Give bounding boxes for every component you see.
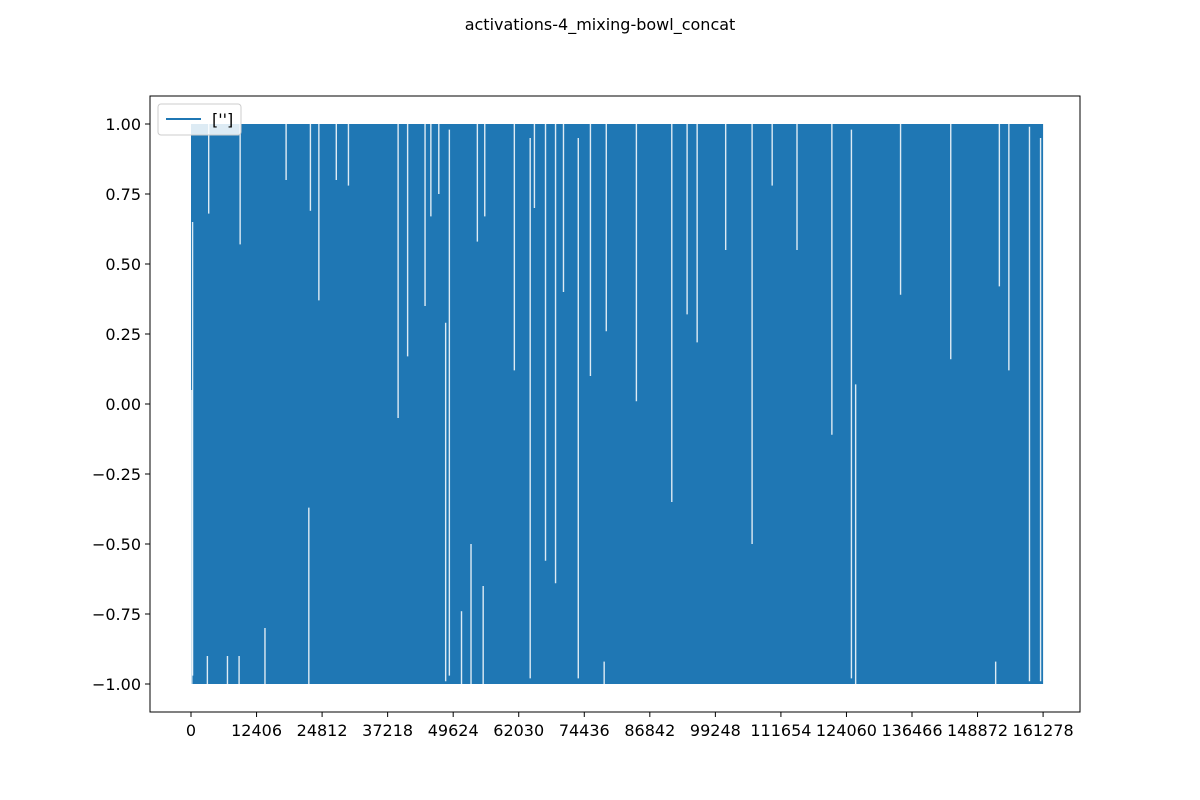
y-tick-label: 0.00 — [105, 395, 141, 414]
x-tick-label: 111654 — [750, 721, 811, 740]
y-tick-label: 1.00 — [105, 115, 141, 134]
legend: [''] — [157, 103, 242, 136]
y-tick-label: 0.50 — [105, 255, 141, 274]
x-tick-label: 124060 — [816, 721, 877, 740]
y-tick-label: −0.50 — [92, 535, 141, 554]
y-tick-label: 0.75 — [105, 185, 141, 204]
x-tick-label: 148872 — [947, 721, 1008, 740]
x-tick-label: 161278 — [1013, 721, 1074, 740]
x-tick-label: 37218 — [362, 721, 413, 740]
plot-area — [191, 124, 1044, 684]
x-axis: 0 12406 24812 37218 49624 62030 74436 86842 9924… — [186, 712, 1074, 740]
y-tick-label: −0.25 — [92, 465, 141, 484]
y-axis: −1.00 −0.75 −0.50 −0.25 0.00 0.25 0.50 0.75 1.00 — [92, 115, 150, 694]
y-tick-label: −1.00 — [92, 675, 141, 694]
x-tick-label: 49624 — [428, 721, 479, 740]
x-tick-label: 86842 — [624, 721, 675, 740]
x-tick-label: 99248 — [690, 721, 741, 740]
legend-entry-label: [''] — [212, 110, 233, 129]
x-tick-label: 136466 — [881, 721, 942, 740]
x-tick-label: 0 — [186, 721, 196, 740]
chart-title: activations-4_mixing-bowl_concat — [465, 15, 736, 35]
y-tick-label: −0.75 — [92, 605, 141, 624]
x-tick-label: 12406 — [231, 721, 282, 740]
y-tick-label: 0.25 — [105, 325, 141, 344]
x-tick-label: 74436 — [559, 721, 610, 740]
x-tick-label: 62030 — [493, 721, 544, 740]
x-tick-label: 24812 — [297, 721, 348, 740]
